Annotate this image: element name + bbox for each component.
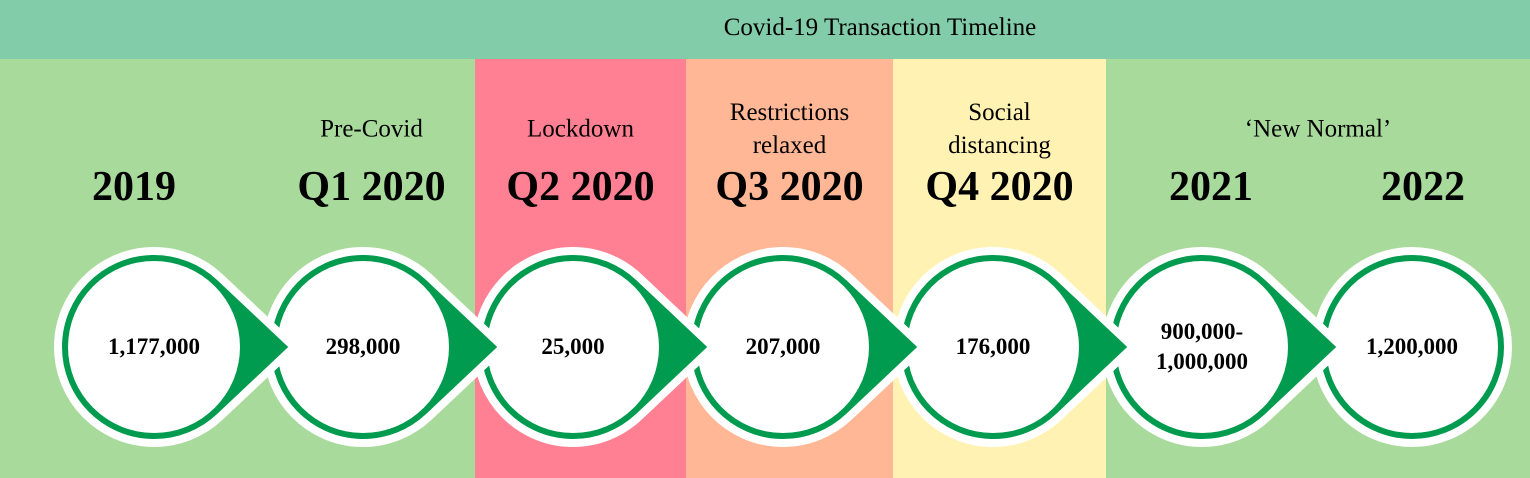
bubble-inner [68, 261, 240, 433]
bubble-inner [1116, 261, 1288, 433]
timeline-bubble [893, 247, 1137, 447]
timeline-title: Covid-19 Transaction Timeline [723, 14, 1037, 41]
phase-label: Lockdown [527, 115, 634, 143]
timeline-bubble [473, 247, 717, 447]
period-label: Q3 2020 [715, 164, 864, 210]
phase-label: Pre-Covid [320, 115, 423, 143]
new-normal-band: ‘New Normal’ [1106, 59, 1530, 478]
transaction-value: 1,177,000 [108, 334, 200, 359]
timeline-bubble [1102, 247, 1346, 447]
transaction-value: 25,000 [541, 334, 605, 359]
phase-label-new-normal: ‘New Normal’ [1244, 115, 1392, 143]
transaction-value: 298,000 [325, 334, 401, 359]
bubble-inner [1326, 261, 1498, 433]
period-label: 2019 [92, 164, 176, 210]
header-bar: Covid-19 Transaction Timeline [0, 0, 1530, 59]
transaction-value: 176,000 [955, 334, 1031, 359]
phase-label: Social distancing [948, 99, 1051, 159]
timeline-bubble [263, 247, 507, 447]
transaction-value: 207,000 [745, 334, 821, 359]
bubble-inner [907, 261, 1079, 433]
period-label: Q4 2020 [925, 164, 1074, 210]
timeline-bubble [54, 247, 298, 447]
transaction-value: 900,000- 1,000,000 [1156, 319, 1248, 374]
period-label: Q1 2020 [297, 164, 446, 210]
period-label: 2021 [1169, 164, 1253, 210]
bubble-inner [277, 261, 449, 433]
timeline-bubble [1312, 247, 1512, 447]
bubble-inner [697, 261, 869, 433]
phase-label: Restrictions relaxed [729, 99, 850, 159]
period-label: Q2 2020 [506, 164, 655, 210]
bubble-inner [487, 261, 659, 433]
transaction-value: 1,200,000 [1366, 334, 1458, 359]
period-label: 2022 [1381, 164, 1465, 210]
